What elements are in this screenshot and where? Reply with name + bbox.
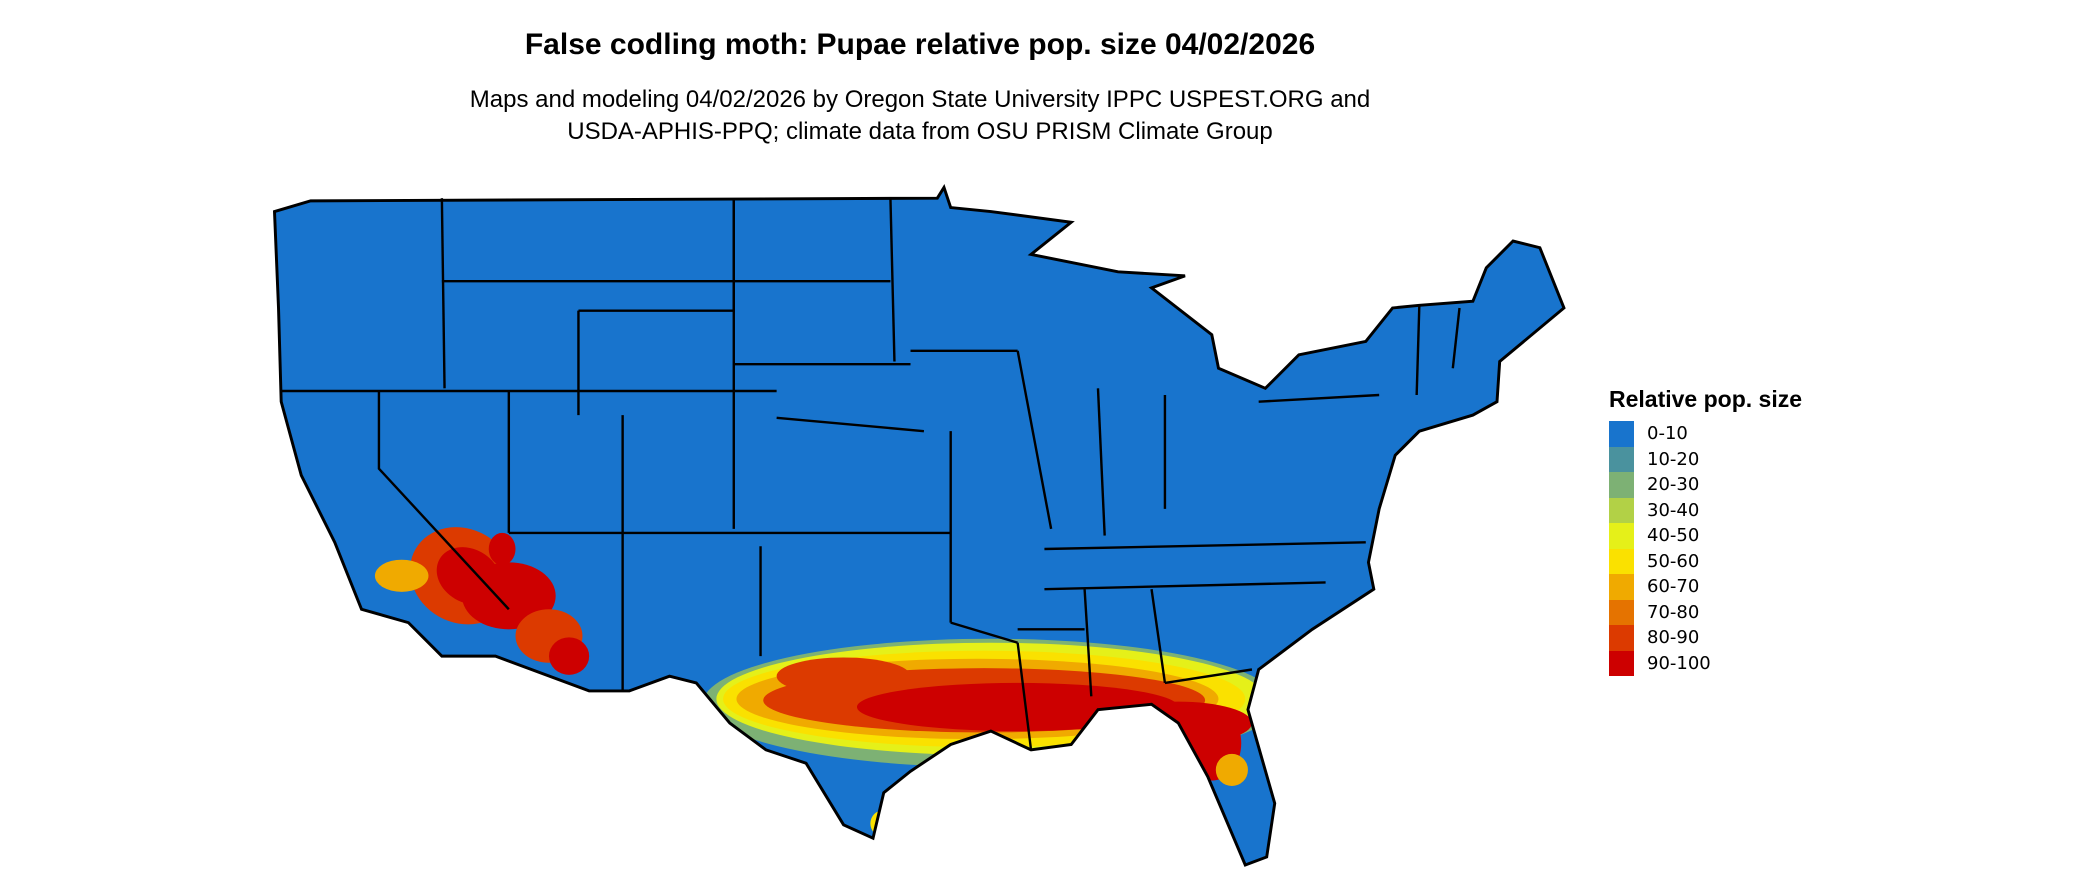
pop-size-zone [548,637,590,675]
legend-item: 60-70 [1609,574,1802,600]
state-border [1451,307,1461,369]
state-border [1044,581,1326,591]
legend-label: 20-30 [1647,474,1700,496]
legend-label: 0-10 [1647,423,1688,445]
us-outline [272,184,1566,867]
pop-size-zone [374,559,429,592]
legend-label: 30-40 [1647,499,1700,521]
state-border [578,198,735,312]
state-border [440,198,446,389]
state-border [1164,668,1253,685]
legend-swatch [1609,650,1634,676]
legend-label: 10-20 [1647,448,1700,470]
pop-size-zone [488,532,516,566]
legend-item: 90-100 [1609,650,1802,676]
chart-title: False codling moth: Pupae relative pop. … [524,28,1316,61]
state-border [1258,393,1380,403]
state-border [1044,541,1366,551]
state-border [377,390,510,611]
state-borders [281,198,1461,750]
legend-item: 40-50 [1609,523,1802,549]
legend-item: 70-80 [1609,599,1802,625]
legend-swatch [1609,446,1634,472]
legend-item: 50-60 [1609,548,1802,574]
legend-label: 90-100 [1647,652,1711,674]
pop-size-zone [461,562,556,630]
state-border [776,416,925,433]
legend-swatch [1609,574,1634,600]
legend-swatch [1609,599,1634,625]
legend-label: 70-80 [1647,601,1700,623]
state-border [1016,642,1033,750]
legend: Relative pop. size 0-10 10-20 20-30 30-40 40… [1609,386,1802,676]
legend-label: 60-70 [1647,576,1700,598]
legend-title: Relative pop. size [1609,386,1803,412]
legend-swatch [1609,421,1634,447]
pop-size-zone [1215,753,1248,786]
state-border [1016,350,1053,530]
state-border [1150,588,1167,684]
chart-subtitle-line-1: Maps and modeling 04/02/2026 by Oregon S… [469,86,1371,113]
chart-subtitle-line-2: USDA-APHIS-PPQ; climate data from OSU PR… [567,118,1273,145]
legend-item: 80-90 [1609,625,1802,651]
legend-label: 80-90 [1647,627,1700,649]
legend-swatch [1609,472,1634,498]
state-border [889,198,896,362]
legend-swatch [1609,523,1634,549]
state-border [950,621,1018,644]
legend-item: 0-10 [1609,421,1802,447]
legend-label: 50-60 [1647,550,1700,572]
state-border [1083,589,1093,697]
legend-swatch [1609,548,1634,574]
state-border [1096,388,1106,536]
state-border [1415,305,1421,396]
legend-swatch [1609,497,1634,523]
legend-item: 30-40 [1609,497,1802,523]
legend-item: 10-20 [1609,446,1802,472]
legend-swatch [1609,625,1634,651]
legend-label: 40-50 [1647,525,1700,547]
legend-item: 20-30 [1609,472,1802,498]
pop-size-zone [776,657,911,695]
